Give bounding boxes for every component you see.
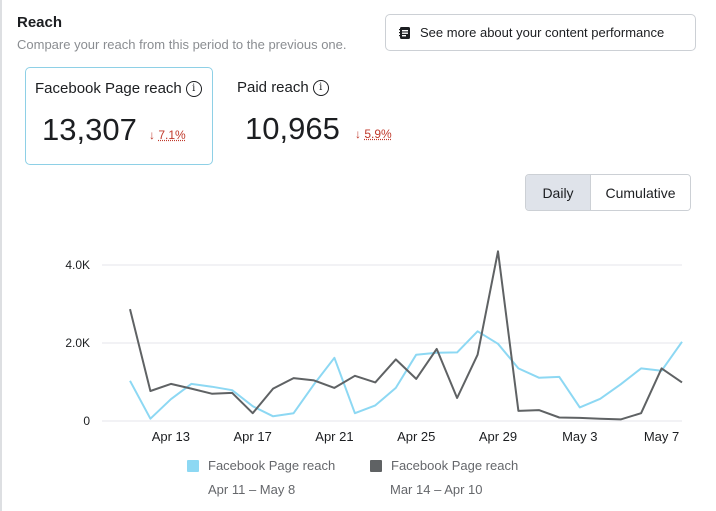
legend-range-previous: Mar 14 – Apr 10	[390, 482, 483, 497]
metric-change: ↓ 7.1%	[149, 128, 186, 142]
metric-value: 13,307	[42, 112, 137, 147]
section-title: Reach	[17, 14, 63, 31]
series-line-current	[129, 330, 683, 420]
metric-card-page-reach[interactable]: Facebook Page reach i 13,307 ↓ 7.1%	[25, 67, 213, 165]
legend-current[interactable]: Facebook Page reach	[187, 458, 335, 473]
x-tick-label: Apr 29	[479, 429, 517, 444]
metric-card-paid-reach[interactable]: Paid reach i 10,965 ↓ 5.9%	[225, 67, 425, 165]
info-icon[interactable]: i	[312, 79, 329, 96]
legend-label-current: Facebook Page reach	[208, 458, 336, 473]
panel-left-border	[0, 0, 2, 511]
metric-value: 10,965	[245, 111, 340, 146]
y-tick-label: 2.0K	[65, 336, 90, 350]
document-icon	[399, 26, 410, 39]
content-performance-button[interactable]: See more about your content performance	[385, 14, 696, 51]
legend-previous[interactable]: Facebook Page reach	[370, 458, 518, 473]
x-tick-label: Apr 21	[315, 429, 353, 444]
metric-change: ↓ 5.9%	[355, 127, 392, 141]
y-tick-label: 0	[83, 414, 90, 428]
series-line-previous	[129, 250, 683, 421]
metric-label-row: Facebook Page reach i	[35, 80, 202, 97]
down-arrow-icon: ↓	[355, 127, 361, 141]
info-icon[interactable]: i	[185, 80, 202, 97]
metric-change-percent: 5.9%	[364, 127, 392, 141]
legend-range-current: Apr 11 – May 8	[208, 482, 296, 497]
view-toggle: Daily Cumulative	[525, 174, 691, 211]
toggle-daily[interactable]: Daily	[526, 175, 591, 210]
x-tick-label: May 3	[562, 429, 597, 444]
legend-label-previous: Facebook Page reach	[391, 458, 519, 473]
x-tick-label: Apr 17	[234, 429, 272, 444]
y-tick-label: 4.0K	[65, 258, 90, 272]
metric-label-row: Paid reach i	[237, 79, 329, 96]
down-arrow-icon: ↓	[149, 128, 155, 142]
toggle-cumulative[interactable]: Cumulative	[591, 175, 690, 210]
legend-swatch-current	[187, 459, 199, 472]
x-tick-label: Apr 25	[397, 429, 435, 444]
metric-label: Facebook Page reach	[35, 80, 182, 97]
legend-swatch-previous	[370, 459, 382, 472]
x-tick-label: May 7	[644, 429, 679, 444]
metric-label: Paid reach	[237, 79, 309, 96]
metric-change-percent: 7.1%	[158, 128, 186, 142]
x-tick-label: Apr 13	[152, 429, 190, 444]
content-performance-label: See more about your content performance	[420, 25, 665, 40]
section-subtitle: Compare your reach from this period to t…	[17, 37, 347, 52]
